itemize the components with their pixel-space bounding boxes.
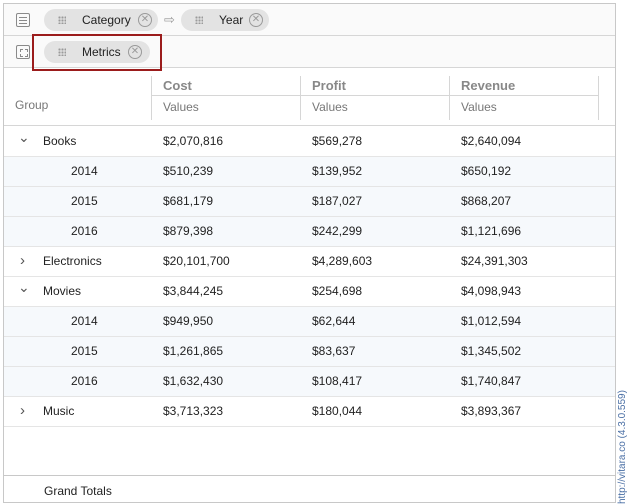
field-pill-label: Category	[82, 13, 131, 27]
table-row[interactable]: 2014 $510,239 $139,952 $650,192	[4, 157, 615, 187]
column-header-revenue[interactable]: Revenue	[461, 78, 516, 93]
value-cell: $681,179	[163, 194, 214, 208]
value-cell: $2,070,816	[163, 134, 224, 148]
field-pill-category[interactable]: Category ✕	[44, 9, 158, 31]
close-circle-icon[interactable]: ✕	[128, 45, 142, 59]
column-subheader-row: Group Values Values Values	[4, 98, 615, 126]
row-label: 2014	[71, 164, 98, 178]
row-label: Books	[43, 134, 77, 148]
value-cell: $1,345,502	[461, 344, 522, 358]
value-cell: $180,044	[312, 404, 363, 418]
chevron-down-icon[interactable]: ⌄	[18, 279, 30, 295]
value-cell: $650,192	[461, 164, 512, 178]
selection-highlight	[32, 34, 162, 71]
drag-handle-icon[interactable]	[58, 16, 66, 24]
value-cell: $108,417	[312, 374, 363, 388]
table-row[interactable]: 2015 $681,179 $187,027 $868,207	[4, 187, 615, 217]
row-label: 2016	[71, 224, 98, 238]
table-row[interactable]: ⌄ Books $2,070,816 $569,278 $2,640,094	[4, 127, 615, 157]
arrow-right-icon: ⇨	[164, 12, 175, 27]
chevron-down-icon[interactable]: ⌄	[18, 129, 30, 145]
columns-grid-icon	[16, 45, 30, 59]
column-header-cost[interactable]: Cost	[163, 78, 192, 93]
chevron-right-icon[interactable]: ›	[20, 252, 25, 269]
table-row[interactable]: 2016 $1,632,430 $108,417 $1,740,847	[4, 367, 615, 397]
table-row[interactable]: › Music $3,713,323 $180,044 $3,893,367	[4, 397, 615, 427]
value-cell: $2,640,094	[461, 134, 522, 148]
row-label: Movies	[43, 284, 82, 298]
value-cell: $1,012,594	[461, 314, 522, 328]
column-divider[interactable]	[598, 76, 599, 120]
value-cell: $3,893,367	[461, 404, 522, 418]
value-cell: $187,027	[312, 194, 363, 208]
table-row[interactable]: ⌄ Movies $3,844,245 $254,698 $4,098,943	[4, 277, 615, 307]
value-cell: $879,398	[163, 224, 214, 238]
row-label: 2016	[71, 374, 98, 388]
value-cell: $3,713,323	[163, 404, 224, 418]
field-pill-metrics[interactable]: Metrics ✕	[44, 41, 150, 63]
value-cell: $4,098,943	[461, 284, 522, 298]
close-circle-icon[interactable]: ✕	[249, 13, 263, 27]
grand-totals-label: Grand Totals	[44, 484, 112, 498]
drag-handle-icon[interactable]	[195, 16, 203, 24]
value-cell: $83,637	[312, 344, 356, 358]
subheader-revenue: Values	[461, 100, 497, 114]
value-cell: $24,391,303	[461, 254, 528, 268]
value-cell: $510,239	[163, 164, 214, 178]
subheader-cost: Values	[163, 100, 199, 114]
value-cell: $62,644	[312, 314, 356, 328]
value-cell: $868,207	[461, 194, 512, 208]
rows-list-icon	[16, 13, 30, 27]
value-cell: $139,952	[312, 164, 363, 178]
column-divider[interactable]	[151, 76, 152, 120]
watermark: http://vitara.co (4.3.0.559)	[616, 380, 630, 504]
column-divider[interactable]	[449, 76, 450, 120]
rows-drop-zone[interactable]: Category ✕ ⇨ Year ✕	[4, 4, 615, 36]
value-cell: $242,299	[312, 224, 363, 238]
value-cell: $1,632,430	[163, 374, 224, 388]
table-row[interactable]: › Electronics $20,101,700 $4,289,603 $24,391…	[4, 247, 615, 277]
chevron-right-icon[interactable]: ›	[20, 402, 25, 419]
row-label: Music	[43, 404, 75, 418]
value-cell: $1,261,865	[163, 344, 224, 358]
value-cell: $949,950	[163, 314, 214, 328]
grand-totals-row: Grand Totals	[4, 475, 615, 503]
table-row[interactable]: 2015 $1,261,865 $83,637 $1,345,502	[4, 337, 615, 367]
row-label: Electronics	[43, 254, 102, 268]
value-cell: $20,101,700	[163, 254, 230, 268]
column-divider[interactable]	[300, 76, 301, 120]
value-cell: $4,289,603	[312, 254, 373, 268]
value-cell: $569,278	[312, 134, 363, 148]
close-circle-icon[interactable]: ✕	[138, 13, 152, 27]
group-header: Group	[15, 98, 49, 112]
vertical-scrollbar[interactable]	[602, 126, 614, 475]
table-row[interactable]: 2016 $879,398 $242,299 $1,121,696	[4, 217, 615, 247]
table-row[interactable]: 2014 $949,950 $62,644 $1,012,594	[4, 307, 615, 337]
field-pill-label: Year	[219, 13, 244, 27]
subheader-profit: Values	[312, 100, 348, 114]
header-divider	[152, 95, 599, 96]
value-cell: $1,121,696	[461, 224, 522, 238]
row-label: 2015	[71, 194, 98, 208]
table-body: ⌄ Books $2,070,816 $569,278 $2,640,094 2014 $5…	[4, 127, 615, 427]
columns-drop-zone[interactable]: Metrics ✕	[4, 36, 615, 68]
value-cell: $254,698	[312, 284, 363, 298]
watermark-text[interactable]: http://vitara.co (4.3.0.559)	[617, 390, 628, 504]
column-header-profit[interactable]: Profit	[312, 78, 346, 93]
value-cell: $3,844,245	[163, 284, 224, 298]
column-header-row: Cost Profit Revenue	[4, 68, 615, 98]
row-label: 2014	[71, 314, 98, 328]
row-label: 2015	[71, 344, 98, 358]
drag-handle-icon[interactable]	[58, 48, 66, 56]
pivot-grid: Category ✕ ⇨ Year ✕ Metrics ✕ Cost Profi…	[3, 3, 616, 503]
value-cell: $1,740,847	[461, 374, 522, 388]
field-pill-label: Metrics	[82, 45, 121, 59]
field-pill-year[interactable]: Year ✕	[181, 9, 269, 31]
